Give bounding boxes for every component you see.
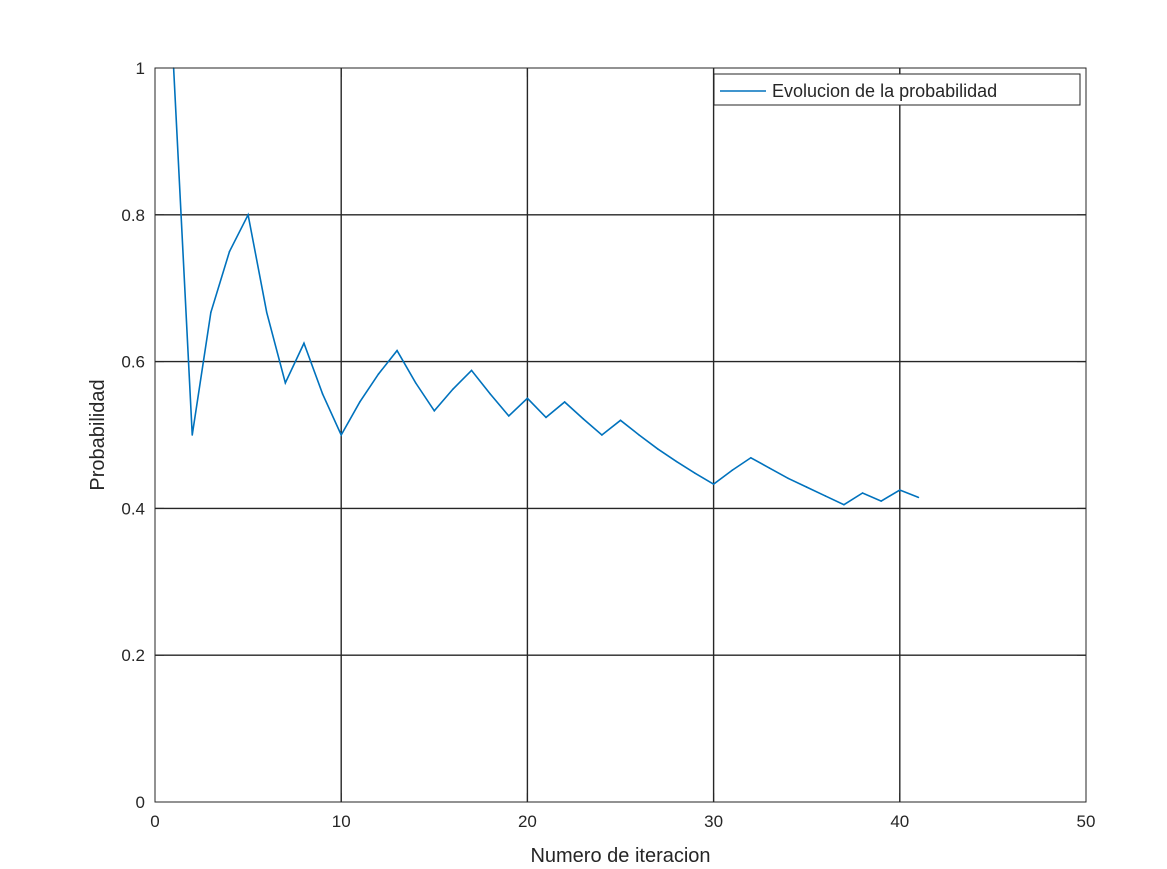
data-point bbox=[563, 401, 566, 403]
x-tick-label: 10 bbox=[332, 812, 351, 831]
data-point bbox=[656, 448, 659, 450]
data-point bbox=[731, 469, 734, 472]
data-point bbox=[619, 419, 622, 422]
legend: Evolucion de la probabilidad bbox=[713, 73, 1081, 106]
y-tick-label: 0.6 bbox=[121, 353, 145, 372]
y-axis-label: Probabilidad bbox=[87, 379, 109, 490]
data-point bbox=[340, 434, 343, 436]
data-point bbox=[228, 250, 231, 253]
legend-label: Evolucion de la probabilidad bbox=[772, 81, 997, 101]
x-tick-label: 0 bbox=[150, 812, 159, 831]
x-axis-label: Numero de iteracion bbox=[530, 845, 710, 867]
data-point bbox=[545, 416, 547, 419]
axes-box bbox=[154, 67, 1087, 803]
data-point bbox=[377, 373, 380, 375]
ticks-group: 0 10 20 30 40 50 0 0.2 0.4 0.6 0.8 1 bbox=[121, 59, 1095, 831]
data-point bbox=[526, 397, 529, 400]
series-group bbox=[172, 67, 920, 506]
data-point bbox=[247, 214, 249, 216]
data-point bbox=[303, 342, 305, 345]
data-point bbox=[210, 311, 212, 314]
data-point bbox=[899, 489, 901, 491]
y-tick-label: 1 bbox=[136, 59, 145, 78]
data-point bbox=[452, 388, 454, 390]
data-point bbox=[582, 418, 585, 420]
data-point bbox=[787, 477, 789, 480]
data-point bbox=[805, 486, 808, 488]
data-point bbox=[712, 483, 715, 485]
data-point bbox=[507, 415, 510, 417]
data-point bbox=[843, 503, 845, 506]
y-tick-label: 0 bbox=[136, 793, 145, 812]
data-point bbox=[284, 382, 287, 384]
data-point bbox=[470, 369, 473, 372]
y-tick-label: 0.8 bbox=[121, 206, 145, 225]
x-tick-label: 30 bbox=[704, 812, 723, 831]
x-tick-label: 50 bbox=[1077, 812, 1096, 831]
data-point bbox=[675, 460, 678, 463]
data-point bbox=[414, 382, 417, 384]
data-point bbox=[750, 456, 752, 459]
data-point bbox=[489, 393, 491, 395]
data-point bbox=[861, 492, 864, 494]
x-tick-label: 40 bbox=[890, 812, 909, 831]
y-tick-label: 0.4 bbox=[121, 499, 145, 518]
y-tick-label: 0.2 bbox=[121, 646, 145, 665]
data-point bbox=[601, 434, 603, 436]
data-point bbox=[396, 349, 398, 352]
legend-box bbox=[713, 73, 1081, 106]
data-point bbox=[880, 500, 882, 502]
plot-background bbox=[155, 68, 1086, 802]
data-point bbox=[638, 434, 640, 436]
x-tick-label: 20 bbox=[518, 812, 537, 831]
data-point bbox=[824, 495, 827, 497]
data-point bbox=[694, 472, 696, 474]
data-point bbox=[321, 393, 324, 395]
data-point bbox=[917, 496, 920, 499]
data-point bbox=[191, 434, 194, 436]
data-point bbox=[265, 311, 268, 314]
data-point bbox=[359, 401, 361, 403]
data-point bbox=[433, 409, 436, 412]
data-point bbox=[768, 467, 771, 469]
